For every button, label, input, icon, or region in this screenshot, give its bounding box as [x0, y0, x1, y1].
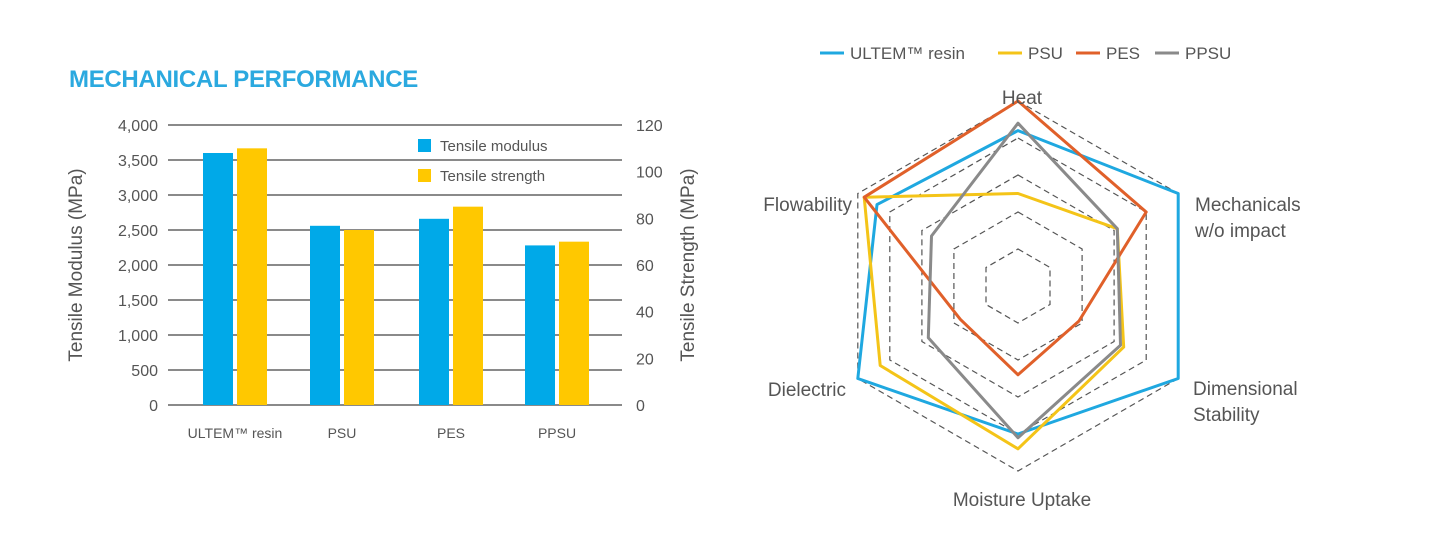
chart-title: MECHANICAL PERFORMANCE	[69, 66, 418, 93]
left-tick-label: 1,000	[118, 328, 158, 345]
left-tick-label: 3,500	[118, 153, 158, 170]
radar-series-pes	[862, 99, 1148, 377]
radar-ring	[921, 174, 1115, 398]
legend-swatch	[418, 169, 431, 182]
legend-label: ULTEM™ resin	[850, 44, 965, 63]
legend-label: PES	[1106, 44, 1140, 63]
right-axis-label: Tensile Strength (MPa)	[678, 168, 699, 361]
radar-ring	[953, 211, 1083, 361]
radar-series-ultem	[856, 129, 1180, 436]
bar-tensile-strength	[559, 241, 589, 405]
left-tick-label: 2,500	[118, 223, 158, 240]
bar-chart: 0 500 1,000 1,500 2,000 2,500 3,000 3,500 4,000 0…	[66, 118, 699, 441]
right-tick-label: 60	[636, 258, 654, 275]
left-tick-label: 1,500	[118, 293, 158, 310]
left-tick-label: 4,000	[118, 118, 158, 135]
radar-axis-label: Heat	[1002, 88, 1043, 109]
bar-tensile-modulus	[525, 245, 555, 405]
radar-ring	[857, 100, 1179, 472]
radar-axis-label: Moisture Uptake	[953, 490, 1091, 511]
radar-axis-label: w/o impact	[1194, 221, 1287, 242]
radar-chart: Heat Mechanicals w/o impact Dimensional Stab…	[763, 44, 1300, 511]
legend-label: Tensile modulus	[440, 138, 548, 155]
bar-tensile-strength	[453, 206, 483, 405]
right-tick-label: 20	[636, 351, 654, 368]
right-tick-label: 100	[636, 165, 663, 182]
radar-ring	[985, 248, 1051, 324]
legend-label: PPSU	[1185, 44, 1231, 63]
radar-series-ppsu	[926, 121, 1122, 440]
left-tick-label: 2,000	[118, 258, 158, 275]
right-tick-label: 120	[636, 118, 663, 135]
radar-axis-label: Stability	[1193, 405, 1260, 426]
bar-tensile-modulus	[419, 218, 449, 405]
bar-tensile-strength	[237, 148, 267, 406]
radar-ring	[889, 137, 1147, 435]
right-tick-label: 80	[636, 211, 654, 228]
left-tick-label: 500	[131, 363, 158, 380]
category-label: PPSU	[538, 425, 576, 441]
legend-swatch	[418, 139, 431, 152]
radar-axis-label: Flowability	[763, 195, 852, 216]
radar-axis-label: Mechanicals	[1195, 195, 1301, 216]
right-tick-label: 40	[636, 305, 654, 322]
bar-tensile-modulus	[203, 153, 233, 405]
category-label: ULTEM™ resin	[188, 425, 283, 441]
left-tick-label: 3,000	[118, 188, 158, 205]
category-label: PES	[437, 425, 465, 441]
bar-tensile-strength	[344, 230, 374, 405]
right-tick-label: 0	[636, 398, 645, 415]
category-label: PSU	[328, 425, 357, 441]
bar-tensile-modulus	[310, 225, 340, 405]
left-tick-label: 0	[149, 398, 158, 415]
radar-axis-label: Dimensional	[1193, 379, 1298, 400]
left-axis-label: Tensile Modulus (MPa)	[66, 168, 87, 361]
legend-label: Tensile strength	[440, 168, 545, 185]
radar-axis-label: Dielectric	[768, 380, 846, 401]
legend-label: PSU	[1028, 44, 1063, 63]
